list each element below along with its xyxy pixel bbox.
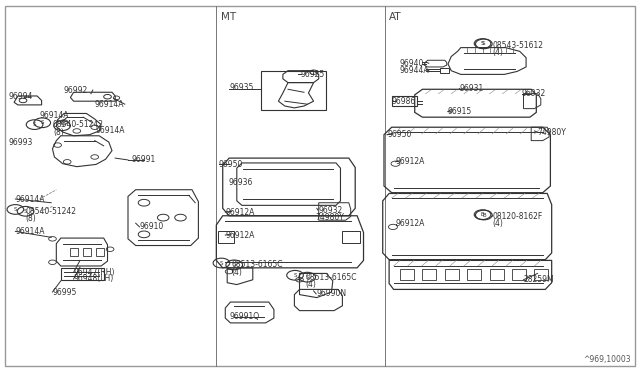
- Text: B: B: [481, 212, 484, 217]
- Text: 96990N: 96990N: [316, 289, 346, 298]
- Text: S: S: [60, 123, 64, 128]
- Text: S: S: [40, 120, 44, 125]
- Text: S: S: [24, 209, 28, 214]
- Text: 96991Q: 96991Q: [229, 312, 259, 321]
- Text: 96991: 96991: [131, 155, 156, 164]
- Text: 08543-51612: 08543-51612: [493, 41, 544, 50]
- Text: 28259M: 28259M: [524, 275, 554, 284]
- Text: 96944A: 96944A: [399, 66, 429, 75]
- Text: 08120-8162F: 08120-8162F: [493, 212, 543, 221]
- Text: (8): (8): [26, 214, 36, 223]
- Text: 96947(RH): 96947(RH): [74, 268, 115, 277]
- Text: 08540-51242: 08540-51242: [26, 207, 77, 216]
- Text: S: S: [220, 260, 223, 266]
- Text: (4): (4): [232, 268, 243, 277]
- Text: 96948(LH): 96948(LH): [74, 275, 114, 283]
- Text: 96915: 96915: [448, 107, 472, 116]
- Text: 96950: 96950: [387, 130, 412, 139]
- Text: 96992: 96992: [64, 86, 88, 94]
- Text: (4): (4): [493, 219, 504, 228]
- Text: ^969,10003: ^969,10003: [583, 355, 630, 364]
- Text: B: B: [482, 212, 486, 218]
- Text: 96940: 96940: [399, 59, 424, 68]
- Text: S: S: [305, 275, 309, 280]
- Text: S: S: [481, 41, 484, 46]
- Text: AT: AT: [389, 12, 402, 22]
- Text: 96932: 96932: [522, 89, 546, 98]
- Text: 96936: 96936: [228, 178, 253, 187]
- Text: S: S: [482, 41, 486, 46]
- Text: 96912A: 96912A: [396, 157, 425, 166]
- Text: 96912A: 96912A: [225, 208, 255, 217]
- Text: 96931: 96931: [460, 84, 484, 93]
- Text: 74980Y: 74980Y: [315, 213, 344, 222]
- Text: S: S: [33, 122, 36, 127]
- Text: S: S: [13, 207, 17, 212]
- Text: 08540-51242: 08540-51242: [52, 120, 104, 129]
- Text: 96932: 96932: [318, 206, 342, 215]
- Text: 96925: 96925: [301, 70, 325, 79]
- Text: 96994: 96994: [8, 92, 33, 101]
- Text: (8): (8): [53, 128, 64, 137]
- Text: 96914A: 96914A: [15, 195, 45, 203]
- Text: 96914A: 96914A: [40, 111, 69, 120]
- Text: 96993: 96993: [8, 138, 33, 147]
- Text: MT: MT: [221, 12, 236, 22]
- Text: 08513-6165C: 08513-6165C: [305, 273, 356, 282]
- Text: S: S: [232, 262, 236, 267]
- Text: 96935: 96935: [229, 83, 253, 92]
- Text: 96912A: 96912A: [396, 219, 425, 228]
- FancyBboxPatch shape: [5, 6, 635, 366]
- Text: 96995: 96995: [52, 288, 77, 296]
- Text: 08513-6165C: 08513-6165C: [232, 260, 283, 269]
- Text: 96912A: 96912A: [225, 231, 255, 240]
- Text: 96914A: 96914A: [96, 126, 125, 135]
- Text: (4): (4): [493, 48, 504, 57]
- Text: 96986: 96986: [392, 97, 416, 106]
- Text: (4): (4): [305, 280, 316, 289]
- Text: 96914A: 96914A: [15, 227, 45, 236]
- Text: S: S: [293, 273, 297, 278]
- Text: 96914A: 96914A: [95, 100, 124, 109]
- Text: 74980Y: 74980Y: [538, 128, 566, 137]
- Text: 96950: 96950: [219, 160, 243, 169]
- Text: 96910: 96910: [140, 222, 164, 231]
